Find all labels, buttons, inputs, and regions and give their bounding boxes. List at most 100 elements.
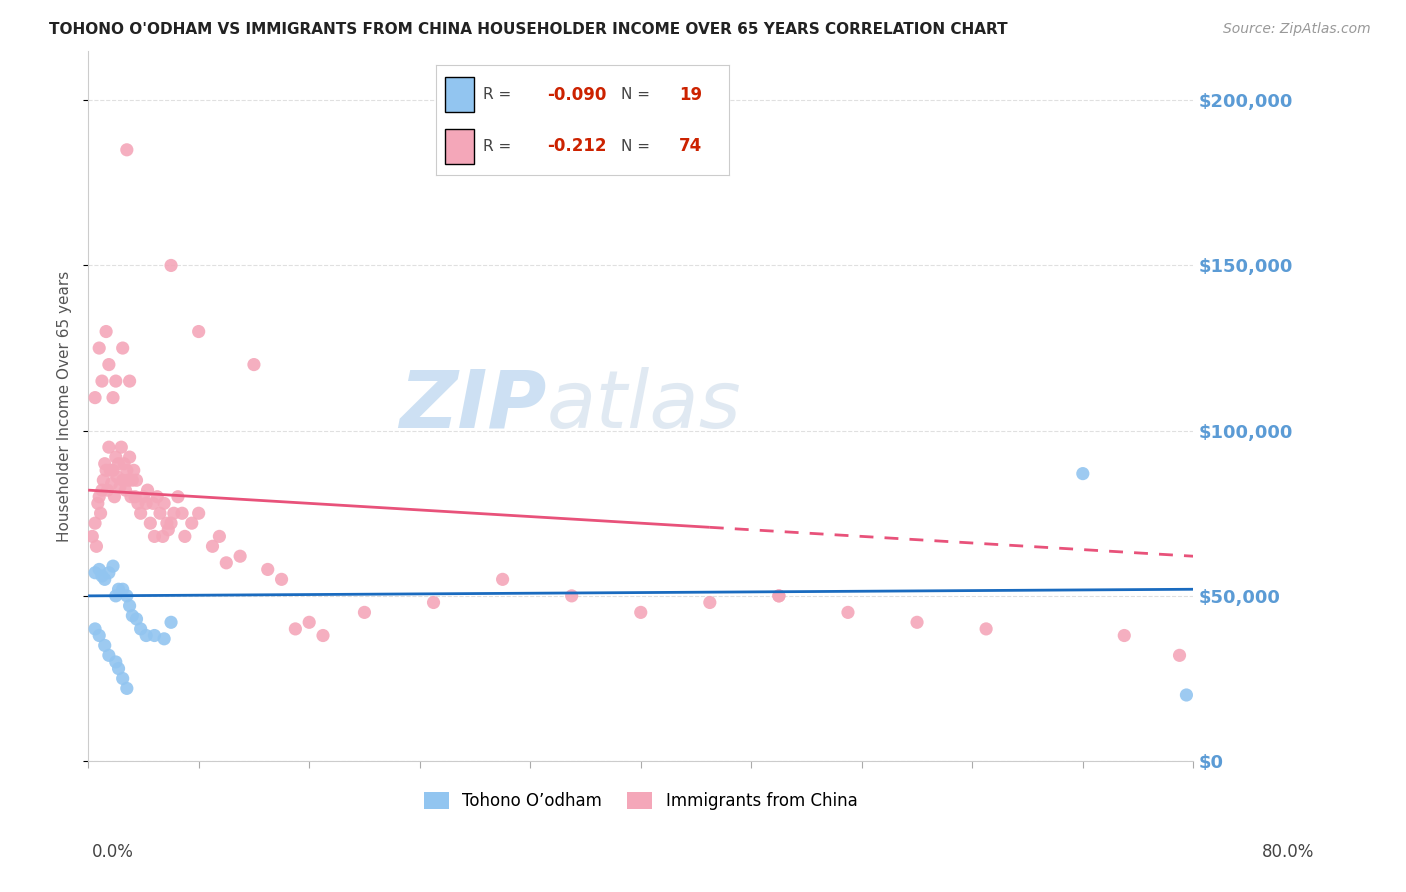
Point: [905, 615, 928, 630]
Point: [93, 473, 115, 487]
Point: [125, 612, 148, 626]
Point: [243, 358, 266, 372]
Point: [1175, 688, 1198, 702]
Point: [111, 473, 134, 487]
Point: [135, 628, 157, 642]
Point: [157, 523, 180, 537]
Point: [208, 529, 231, 543]
Point: [118, 450, 141, 464]
Point: [215, 556, 238, 570]
Point: [82, 529, 104, 543]
Point: [172, 506, 194, 520]
Point: [837, 606, 859, 620]
Point: [142, 496, 165, 510]
Point: [167, 490, 190, 504]
Point: [111, 341, 134, 355]
Legend: Tohono O’odham, Immigrants from China: Tohono O’odham, Immigrants from China: [418, 785, 865, 817]
Point: [187, 506, 209, 520]
Point: [90, 506, 112, 520]
Point: [561, 589, 583, 603]
Point: [127, 496, 149, 510]
Point: [153, 632, 176, 646]
Text: ZIP: ZIP: [399, 367, 547, 445]
Point: [107, 582, 129, 597]
Point: [135, 496, 157, 510]
Point: [94, 463, 117, 477]
Point: [122, 463, 145, 477]
Text: TOHONO O'ODHAM VS IMMIGRANTS FROM CHINA HOUSEHOLDER INCOME OVER 65 YEARS CORRELA: TOHONO O'ODHAM VS IMMIGRANTS FROM CHINA …: [49, 22, 1008, 37]
Point: [180, 516, 202, 531]
Point: [1114, 628, 1136, 642]
Point: [114, 483, 136, 497]
Point: [89, 490, 111, 504]
Point: [89, 341, 111, 355]
Point: [156, 516, 179, 531]
Point: [93, 457, 115, 471]
Point: [96, 483, 118, 497]
Point: [298, 615, 321, 630]
Point: [121, 473, 143, 487]
Point: [256, 562, 278, 576]
Point: [111, 582, 134, 597]
Point: [132, 490, 155, 504]
Point: [125, 473, 148, 487]
Y-axis label: Householder Income Over 65 years: Householder Income Over 65 years: [58, 270, 72, 541]
Point: [149, 506, 172, 520]
Point: [101, 559, 124, 574]
Point: [699, 595, 721, 609]
Point: [101, 463, 124, 477]
Point: [353, 606, 375, 620]
Point: [91, 483, 114, 497]
Point: [104, 450, 127, 464]
Point: [143, 529, 166, 543]
Point: [146, 490, 169, 504]
Point: [201, 539, 224, 553]
Point: [87, 496, 110, 510]
Point: [160, 516, 183, 531]
Point: [97, 440, 120, 454]
Point: [97, 648, 120, 663]
Point: [163, 506, 186, 520]
Point: [105, 470, 128, 484]
Point: [120, 490, 142, 504]
Point: [143, 628, 166, 642]
Point: [111, 672, 134, 686]
Point: [422, 595, 444, 609]
Point: [110, 440, 132, 454]
Point: [115, 143, 138, 157]
Point: [97, 566, 120, 580]
Text: 80.0%: 80.0%: [1263, 843, 1315, 861]
Point: [270, 572, 292, 586]
Point: [129, 506, 152, 520]
Point: [152, 529, 174, 543]
Point: [136, 483, 159, 497]
Point: [104, 374, 127, 388]
Point: [91, 569, 114, 583]
Point: [93, 572, 115, 586]
Point: [768, 589, 790, 603]
Point: [104, 655, 127, 669]
Point: [491, 572, 513, 586]
Point: [139, 516, 162, 531]
Point: [974, 622, 997, 636]
Point: [89, 562, 111, 576]
Point: [153, 496, 176, 510]
Point: [284, 622, 307, 636]
Point: [104, 589, 127, 603]
Point: [86, 539, 108, 553]
Point: [121, 608, 143, 623]
Point: [84, 622, 107, 636]
Point: [89, 628, 111, 642]
Point: [84, 516, 107, 531]
Point: [118, 374, 141, 388]
Text: Source: ZipAtlas.com: Source: ZipAtlas.com: [1223, 22, 1371, 37]
Point: [768, 589, 790, 603]
Point: [98, 463, 121, 477]
Point: [107, 662, 129, 676]
Point: [129, 622, 152, 636]
Point: [187, 325, 209, 339]
Point: [117, 473, 139, 487]
Point: [93, 639, 115, 653]
Point: [124, 490, 146, 504]
Point: [115, 463, 138, 477]
